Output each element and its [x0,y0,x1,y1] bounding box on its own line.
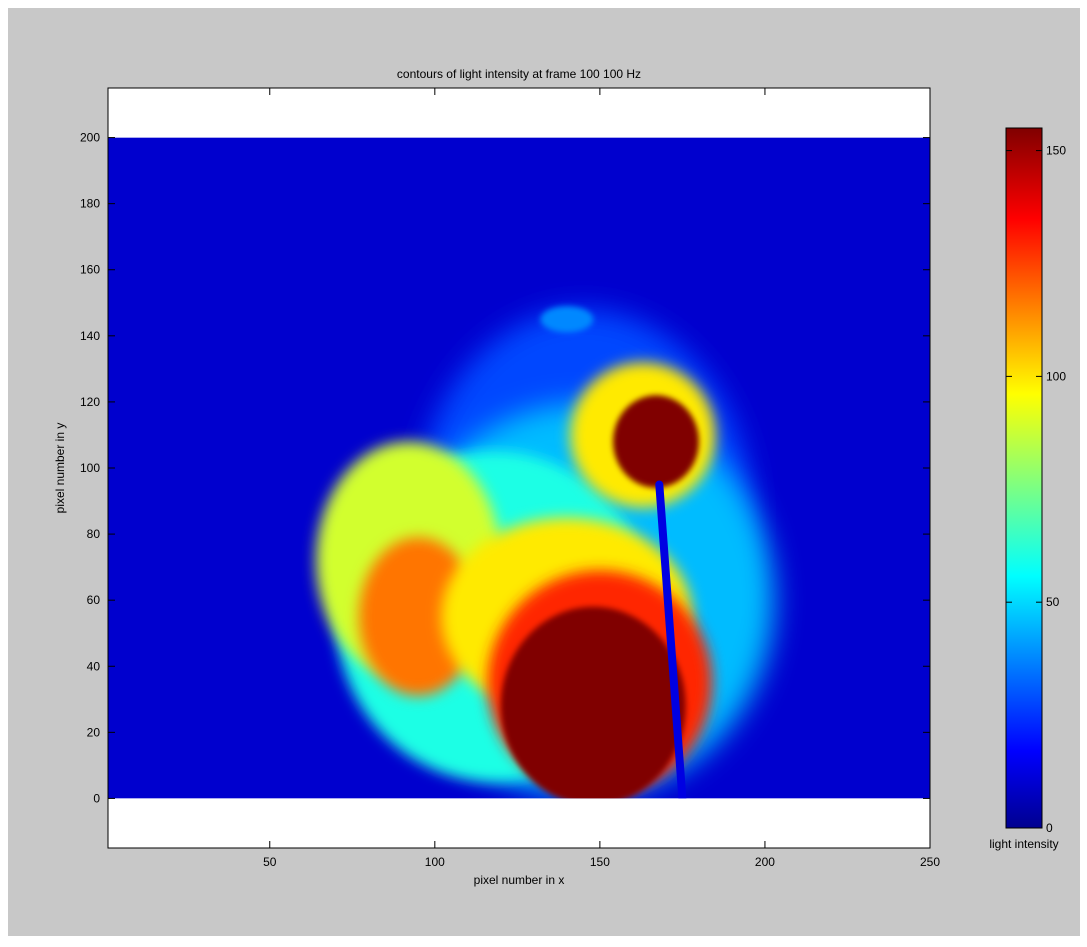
y-tick-label: 140 [80,329,100,343]
colorbar-tick-label: 100 [1046,369,1066,383]
y-tick-label: 120 [80,395,100,409]
y-tick-label: 180 [80,197,100,211]
y-tick-label: 40 [87,659,101,673]
y-tick-label: 100 [80,461,100,475]
heatmap-small-streak [540,306,594,333]
y-tick-label: 160 [80,263,100,277]
colorbar-tick-label: 50 [1046,595,1060,609]
colorbar-label: light intensity [989,837,1058,851]
x-tick-label: 200 [755,855,775,869]
figure-window: 50 100 150 200 250 0 20 40 60 80 100 120 140 160 180 2… [8,8,1080,936]
chart-svg: 50 100 150 200 250 0 20 40 60 80 100 120 140 160 180 2… [53,67,1066,887]
y-tick-label: 20 [87,725,101,739]
heatmap [108,137,930,799]
heatmap-probe [655,480,687,799]
colorbar [1005,127,1043,829]
colorbar-ticks: 0 50 100 150 [1006,144,1066,835]
heatmap-left-orange [358,537,478,697]
heatmap-hot-core [500,606,686,799]
y-axis-ticks: 0 20 40 60 80 100 120 140 160 180 200 [80,131,930,805]
x-tick-label: 100 [425,855,445,869]
x-axis-ticks: 50 100 150 200 250 [263,88,940,869]
y-tick-label: 60 [87,593,101,607]
y-tick-label: 0 [93,791,100,805]
x-tick-label: 50 [263,855,277,869]
x-tick-label: 150 [590,855,610,869]
heatmap-hot-blob [613,395,699,488]
x-tick-label: 250 [920,855,940,869]
chart-title: contours of light intensity at frame 100… [397,67,641,81]
y-tick-label: 80 [87,527,101,541]
y-tick-label: 200 [80,131,100,145]
colorbar-tick-label: 0 [1046,821,1053,835]
axes-box [107,87,931,849]
colorbar-tick-label: 150 [1046,144,1066,158]
y-axis-label: pixel number in y [53,423,67,514]
x-axis-label: pixel number in x [474,873,565,887]
